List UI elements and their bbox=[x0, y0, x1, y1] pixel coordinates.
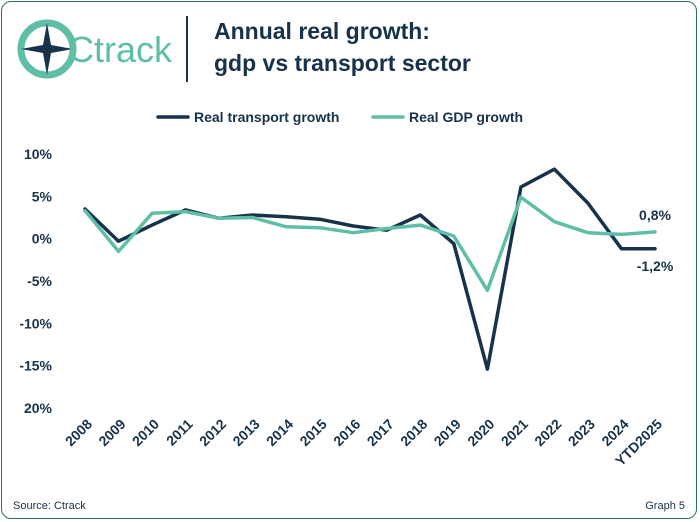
data-label: -1,2% bbox=[637, 258, 674, 274]
y-tick-label: 10% bbox=[24, 146, 53, 162]
x-tick-label: 2016 bbox=[330, 416, 363, 449]
page-title: Annual real growth: gdp vs transport sec… bbox=[214, 15, 471, 79]
ctrack-logo: Ctrack bbox=[17, 19, 172, 79]
series-0-point bbox=[352, 224, 355, 228]
series-1-point bbox=[553, 220, 556, 223]
x-tick-label: 2009 bbox=[95, 416, 128, 449]
series-1-point bbox=[217, 217, 221, 220]
legend-label-1: Real GDP growth bbox=[409, 109, 523, 125]
x-tick-label: 2013 bbox=[229, 416, 262, 449]
x-tick-label: 2018 bbox=[397, 416, 430, 449]
series-1-point bbox=[184, 210, 187, 213]
x-tick-label: 2010 bbox=[129, 416, 162, 449]
series-0-point bbox=[150, 223, 154, 227]
x-tick-label: 2015 bbox=[296, 416, 329, 449]
series-1-point bbox=[251, 216, 254, 219]
x-tick-label: 2021 bbox=[498, 416, 531, 449]
series-1-point bbox=[419, 223, 422, 227]
y-tick-label: 20% bbox=[24, 400, 53, 416]
compass-star-icon bbox=[21, 23, 73, 75]
series-line-0 bbox=[83, 167, 657, 371]
series-1-point bbox=[452, 234, 456, 238]
series-1-point bbox=[284, 225, 288, 229]
y-tick-label: -10% bbox=[19, 315, 52, 331]
series-0-point bbox=[586, 201, 590, 205]
series-1-point bbox=[117, 250, 120, 253]
series-1-point bbox=[385, 227, 388, 230]
data-label: 0,8% bbox=[639, 207, 671, 223]
x-tick-label: 2012 bbox=[196, 416, 229, 449]
series-1-point bbox=[318, 226, 321, 229]
x-tick-label: 2014 bbox=[263, 416, 296, 449]
series-0-point bbox=[284, 215, 288, 218]
series-0-point bbox=[419, 213, 422, 217]
series-line-1 bbox=[83, 195, 657, 293]
x-tick-label: 2022 bbox=[531, 416, 564, 449]
series-0-point bbox=[318, 217, 321, 221]
y-tick-label: -15% bbox=[19, 358, 52, 374]
legend-label-0: Real transport growth bbox=[194, 109, 339, 125]
series-0-point bbox=[653, 247, 657, 251]
series-1-point bbox=[150, 212, 154, 215]
series-0-point bbox=[620, 247, 623, 251]
series-0-point bbox=[452, 242, 456, 245]
header-divider bbox=[186, 16, 188, 82]
series-0-point bbox=[486, 367, 489, 371]
y-tick-label: -5% bbox=[27, 273, 52, 289]
series-1-point bbox=[653, 230, 657, 234]
series-1-point bbox=[519, 195, 523, 199]
series-1-point bbox=[352, 231, 355, 234]
x-tick-label: 2020 bbox=[464, 416, 497, 449]
graph-label: Graph 5 bbox=[645, 500, 685, 512]
series-0-point bbox=[251, 213, 254, 217]
title-line-1: Annual real growth: bbox=[214, 18, 430, 44]
source-note: Source: Ctrack bbox=[13, 500, 86, 512]
series-1-point bbox=[620, 233, 623, 236]
series-1-point bbox=[83, 209, 87, 212]
series-0-point bbox=[117, 240, 120, 243]
series-0-point bbox=[553, 168, 556, 171]
series-0-point bbox=[519, 185, 523, 189]
logo-wordmark: Ctrack bbox=[68, 29, 172, 70]
x-tick-label: 2011 bbox=[163, 416, 196, 449]
y-tick-label: 0% bbox=[32, 231, 53, 247]
series-1-point bbox=[486, 289, 489, 292]
y-tick-label: 5% bbox=[32, 188, 53, 204]
x-tick-label: 2019 bbox=[431, 416, 464, 449]
x-tick-label: 2008 bbox=[62, 416, 95, 449]
x-tick-label: 2023 bbox=[565, 416, 598, 449]
x-tick-label: 2017 bbox=[364, 416, 397, 449]
title-line-2: gdp vs transport sector bbox=[214, 50, 471, 76]
series-1-point bbox=[586, 231, 590, 234]
